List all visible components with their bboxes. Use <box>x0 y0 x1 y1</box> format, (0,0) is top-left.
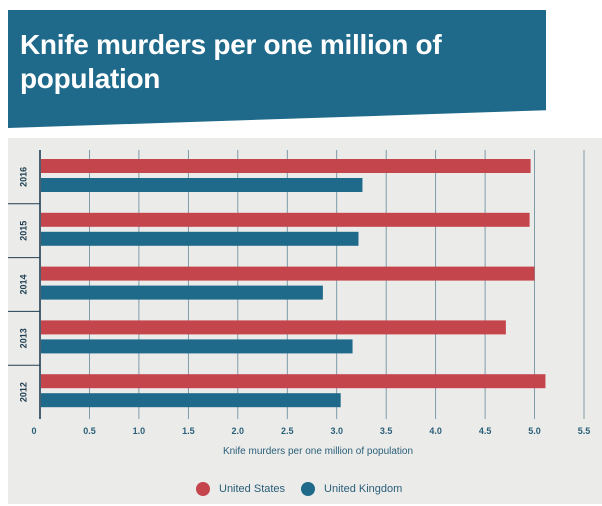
x-axis-title: Knife murders per one million of populat… <box>223 446 413 457</box>
bar-uk-2013 <box>41 339 353 354</box>
bar-uk-2016 <box>41 178 363 192</box>
chart-title: Knife murders per one million of populat… <box>20 29 442 94</box>
x-tick-label-5: 2.5 <box>281 426 294 436</box>
bar-us-2012 <box>41 374 546 389</box>
x-tick-label-3: 1.5 <box>182 426 195 436</box>
category-label-2012: 2012 <box>18 382 28 402</box>
title-banner <box>8 10 546 128</box>
x-tick-label-1: 0.5 <box>83 426 96 436</box>
x-tick-label-9: 4.5 <box>479 426 492 436</box>
x-tick-label-6: 3.0 <box>330 426 343 436</box>
x-tick-label-8: 4.0 <box>429 426 442 436</box>
x-tick-label-0: 0 <box>31 426 36 436</box>
legend-item-us: United States <box>196 482 285 496</box>
bar-us-2013 <box>41 320 506 335</box>
x-tick-label-11: 5.5 <box>578 426 591 436</box>
x-tick-label-7: 3.5 <box>380 426 393 436</box>
category-label-2016: 2016 <box>18 167 28 187</box>
bar-uk-2012 <box>41 393 341 408</box>
legend-us-swatch <box>196 482 210 496</box>
bar-us-2015 <box>41 212 530 227</box>
legend-uk-label: United Kingdom <box>324 483 403 495</box>
bar-us-2016 <box>41 159 531 173</box>
bar-uk-2014 <box>41 285 323 300</box>
legend: United States United Kingdom <box>196 482 418 496</box>
legend-us-label: United States <box>219 483 286 495</box>
bar-us-2014 <box>41 266 535 281</box>
legend-uk-swatch <box>301 482 316 496</box>
x-tick-label-10: 5.0 <box>528 426 541 436</box>
category-label-2013: 2013 <box>18 328 28 348</box>
legend-item-uk: United Kingdom <box>301 482 402 496</box>
bar-uk-2015 <box>41 231 359 246</box>
x-tick-label-2: 1.0 <box>133 426 146 436</box>
x-tick-label-4: 2.0 <box>232 426 245 436</box>
category-label-2014: 2014 <box>18 274 28 294</box>
category-label-2015: 2015 <box>18 221 28 241</box>
